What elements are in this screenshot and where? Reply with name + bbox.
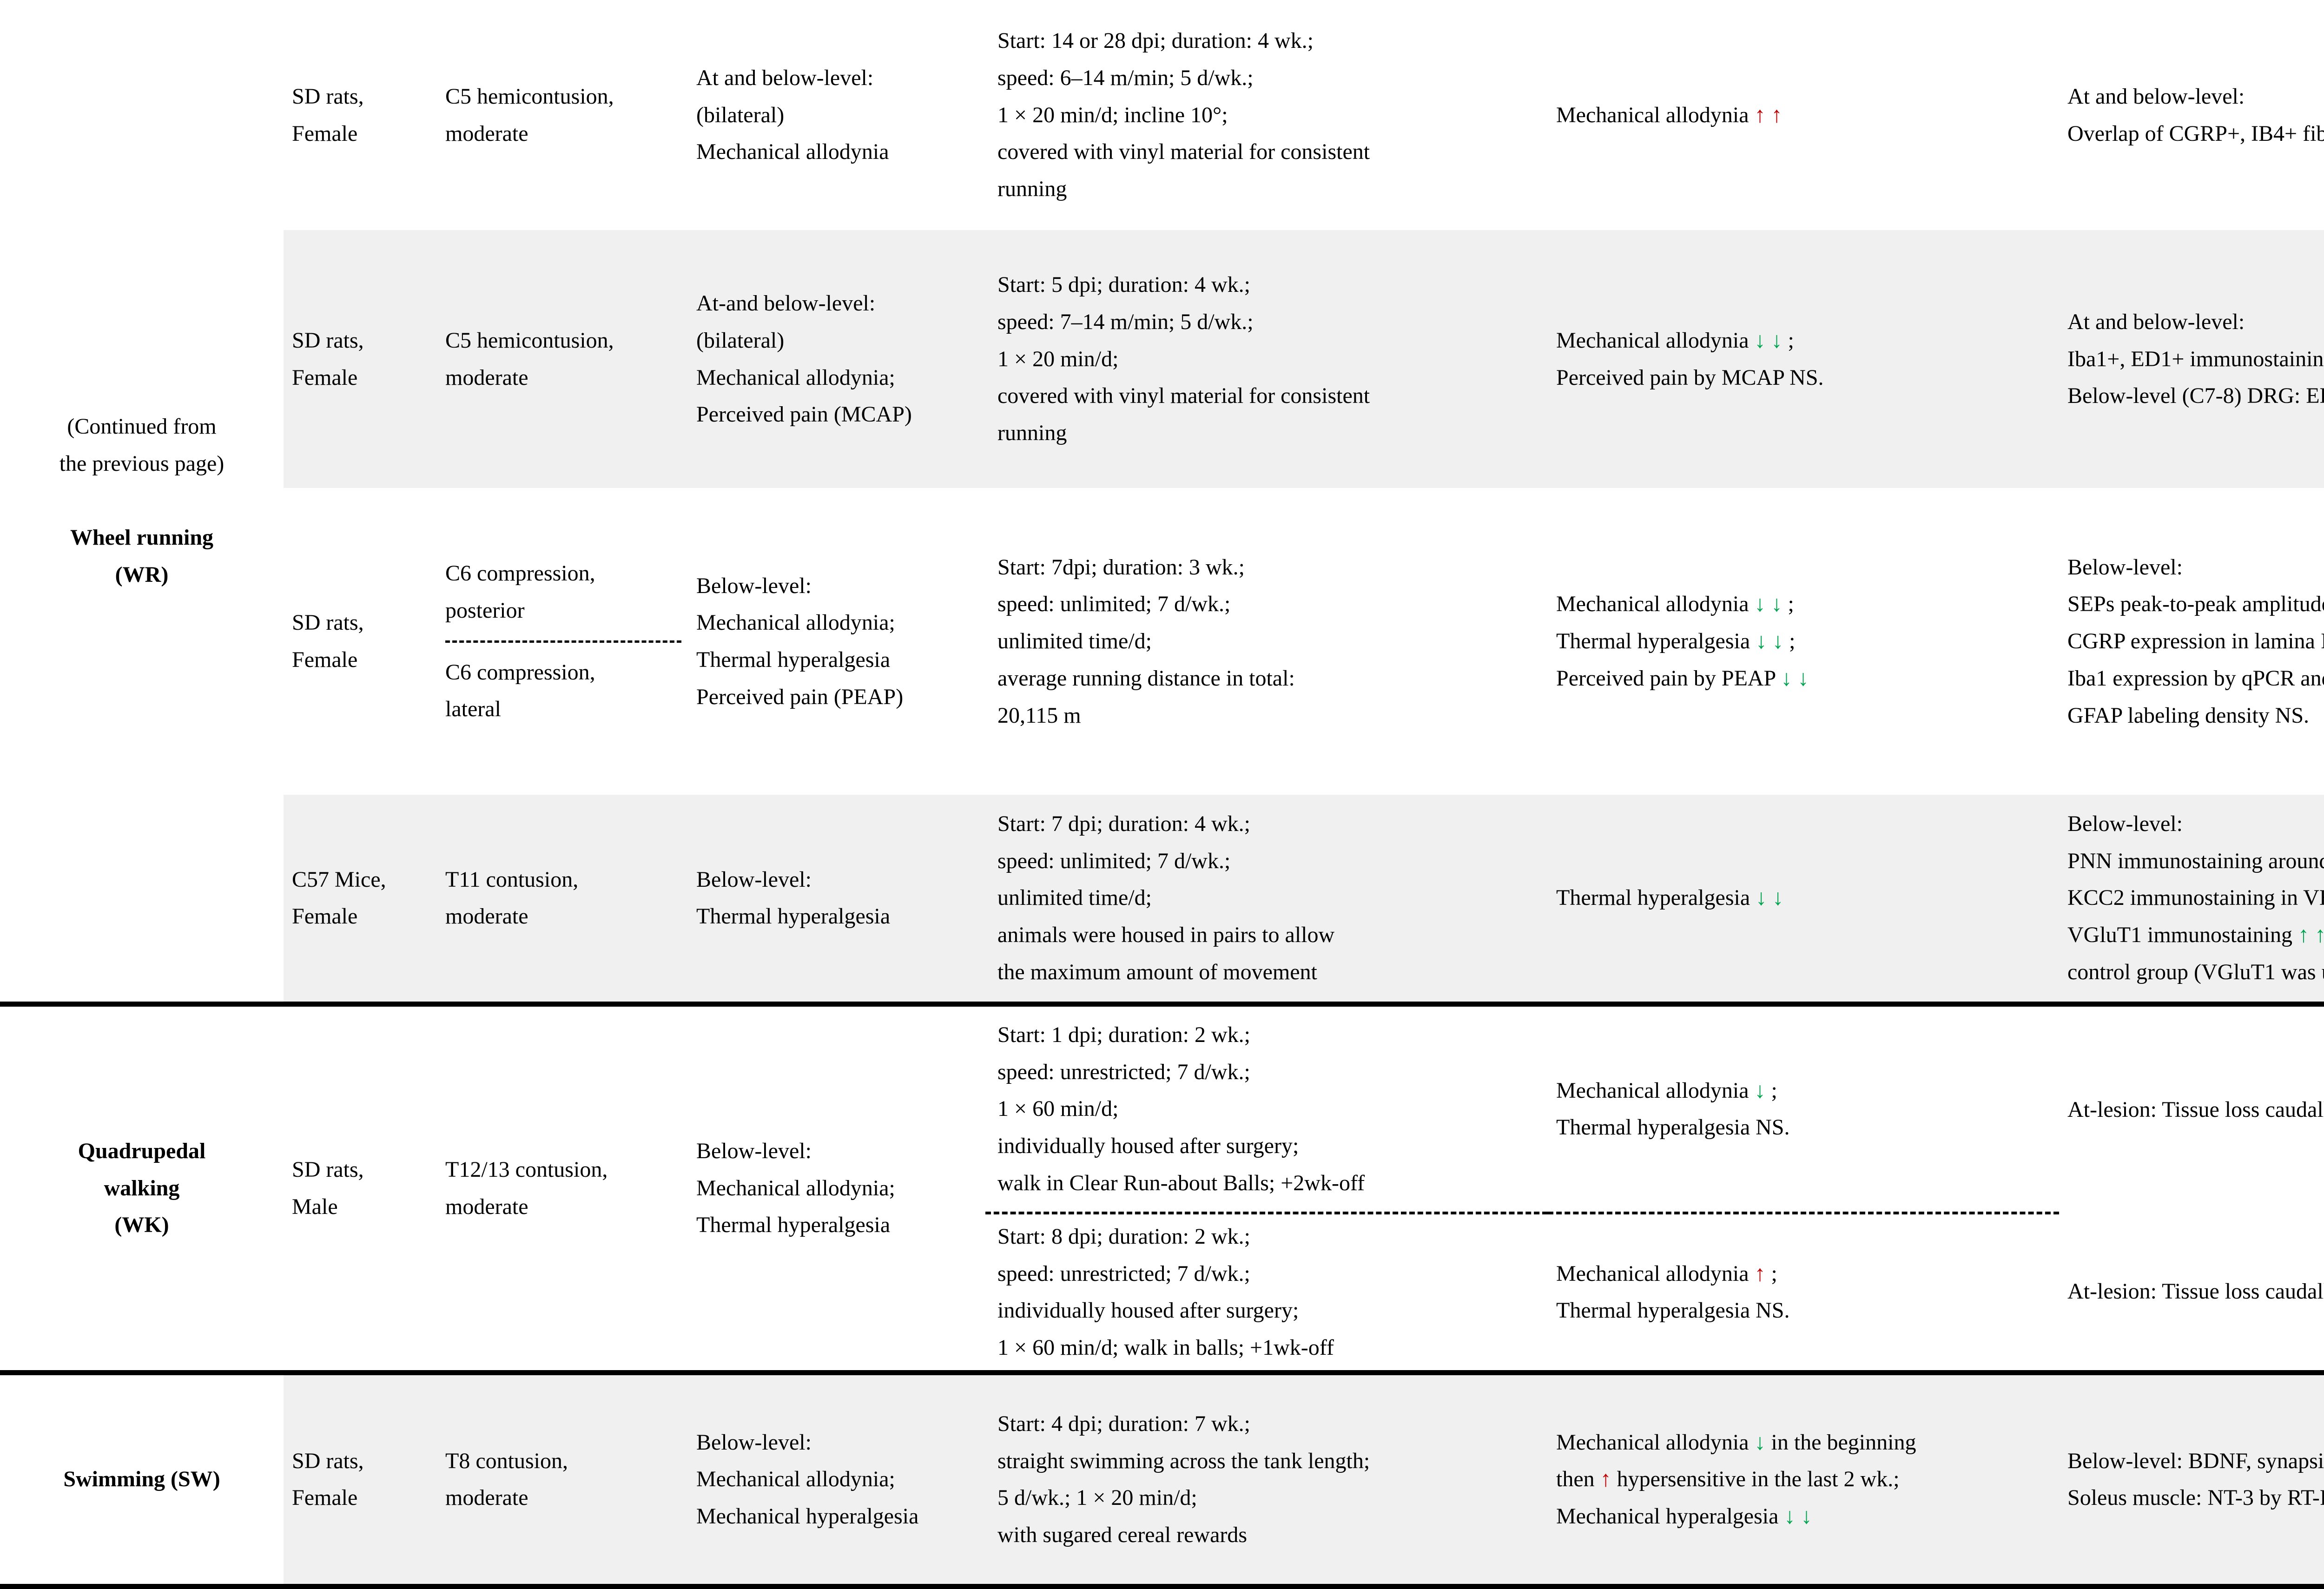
cell-pain-type: Below-level: Thermal hyperalgesia	[688, 795, 985, 1007]
arrow-down-icon: ↓	[1754, 328, 1766, 353]
arrow-up-icon: ↑	[2315, 923, 2324, 947]
arrow-down-icon: ↓	[1754, 1078, 1766, 1103]
cell-section-wheel-running: (Continued from the previous page) Wheel…	[0, 0, 284, 1007]
continued-from-note: (Continued from the previous page)	[59, 414, 224, 476]
cell-mechanism: At-lesion: Tissue loss caudally ↓ ↓	[2067, 1097, 2324, 1122]
cell-protocol: Start: 14 or 28 dpi; duration: 4 wk.; sp…	[997, 28, 1370, 201]
row-swimming: Swimming (SW) SD rats, Female T8 contusi…	[0, 1372, 2324, 1589]
section-title-wheel-running: Wheel running (WR)	[70, 525, 214, 587]
cell-animal: SD rats, Male	[284, 1004, 437, 1375]
cell-pain-type: Below-level: Mechanical allodynia; Therm…	[688, 1004, 985, 1375]
cell-outcome: Mechanical allodynia ↑ ; Thermal hyperal…	[1548, 1213, 2059, 1375]
cell-protocol: Start: 8 dpi; duration: 2 wk.; speed: un…	[985, 1213, 1548, 1375]
cell-injury-split: C6 compression, posterior C6 compression,…	[437, 488, 688, 795]
arrow-down-icon: ↓	[1754, 1430, 1766, 1455]
cell-animal: SD rats, Female	[284, 230, 437, 488]
cell-protocol: Start: 7dpi; duration: 3 wk.; speed: unl…	[997, 554, 1295, 728]
arrow-down-icon: ↓	[1756, 885, 1767, 910]
cell-animal: SD rats, Female	[292, 610, 364, 672]
cell-section-swimming: Swimming (SW)	[0, 1372, 284, 1589]
arrow-down-icon: ↓	[1754, 592, 1766, 617]
cell-mechanism: Below-level: SEPs peak-to-peak amplitude…	[2067, 554, 2324, 728]
section-title-quadrupedal: Quadrupedal walking (WK)	[78, 1139, 206, 1238]
arrow-up-icon: ↑	[2298, 923, 2309, 948]
row-quadrupedal-1: Quadrupedal walking (WK) SD rats, Male T…	[0, 1004, 2324, 1375]
cell-animal: C57 Mice, Female	[284, 795, 437, 1007]
cell-outcome: Mechanical allodynia ↓ in the beginning …	[1548, 1372, 2059, 1589]
arrow-down-icon: ↓	[1781, 666, 1792, 691]
arrow-down-icon: ↓	[1772, 629, 1784, 654]
row-wheel-running-1: (Continued from the previous page) Wheel…	[0, 0, 2324, 1007]
cell-outcome: Mechanical allodynia ↑ ↑	[1556, 102, 1783, 127]
injury-lower: C6 compression, lateral	[445, 659, 595, 722]
cell-pain-type: Below-level: Mechanical allodynia; Mecha…	[688, 1372, 985, 1589]
cell-injury: T8 contusion, moderate	[437, 1372, 688, 1589]
arrow-down-icon: ↓	[1772, 885, 1784, 910]
injury-upper: C6 compression, posterior	[445, 561, 595, 623]
arrow-down-icon: ↓	[1756, 629, 1767, 654]
cell-animal: SD rats, Female	[292, 84, 364, 146]
row-quadrupedal-2: Start: 8 dpi; duration: 2 wk.; speed: un…	[0, 1213, 2324, 1375]
cell-mechanism: At-lesion: Tissue loss caudally NS.	[2059, 1213, 2324, 1375]
cell-mechanism: At and below-level: Iba1+, ED1+ immunost…	[2059, 230, 2324, 488]
cell-injury: T11 contusion, moderate	[437, 795, 688, 1007]
arrow-up-icon: ↑	[1754, 102, 1766, 127]
cell-protocol: Start: 5 dpi; duration: 4 wk.; speed: 7–…	[985, 230, 1548, 488]
cell-outcome: Mechanical allodynia ↓ ↓ ; Thermal hyper…	[1556, 592, 1809, 691]
arrow-up-icon: ↑	[1600, 1467, 1611, 1492]
cell-outcome: Mechanical allodynia ↓ ↓ ; Perceived pai…	[1548, 230, 2059, 488]
cell-pain-type: At and below-level: (bilateral) Mechanic…	[696, 65, 889, 165]
cell-pain-type: Below-level: Mechanical allodynia; Therm…	[696, 573, 904, 709]
cell-injury: C5 hemicontusion, moderate	[445, 84, 614, 146]
arrow-up-icon: ↑	[1754, 1261, 1766, 1286]
arrow-down-icon: ↓	[1771, 592, 1783, 617]
cell-mechanism: Below-level: BDNF, synapsin I by RT-PCR …	[2059, 1372, 2324, 1589]
row-wheel-running-3: SD rats, Female C6 compression, posterio…	[0, 488, 2324, 795]
injury-dashed-divider	[445, 640, 681, 643]
cell-mechanism: Below-level: PNN immunostaining around M…	[2059, 795, 2324, 1007]
arrow-down-icon: ↓	[1797, 666, 1809, 691]
cell-animal: SD rats, Female	[284, 1372, 437, 1589]
cell-protocol: Start: 7 dpi; duration: 4 wk.; speed: un…	[985, 795, 1548, 1007]
cell-protocol: Start: 1 dpi; duration: 2 wk.; speed: un…	[985, 1004, 1548, 1214]
cell-outcome: Thermal hyperalgesia ↓ ↓	[1548, 795, 2059, 1007]
section-title-swimming: Swimming (SW)	[63, 1467, 220, 1492]
cell-injury: T12/13 contusion, moderate	[437, 1004, 688, 1375]
arrow-up-icon: ↑	[1771, 102, 1783, 127]
cell-pain-type: At-and below-level: (bilateral) Mechanic…	[688, 230, 985, 488]
cell-protocol: Start: 4 dpi; duration: 7 wk.; straight …	[985, 1372, 1548, 1589]
arrow-down-icon: ↓	[1771, 328, 1783, 353]
cell-section-quadrupedal: Quadrupedal walking (WK)	[0, 1004, 284, 1375]
arrow-down-icon: ↓	[1784, 1504, 1796, 1529]
cell-outcome: Mechanical allodynia ↓ ; Thermal hyperal…	[1548, 1004, 2059, 1214]
arrow-down-icon: ↓	[1801, 1504, 1812, 1529]
row-wheel-running-2: SD rats, Female C5 hemicontusion, modera…	[0, 230, 2324, 488]
cell-injury: C5 hemicontusion, moderate	[437, 230, 688, 488]
cell-mechanism: At and below-level: Overlap of CGRP+, IB…	[2067, 84, 2324, 146]
row-wheel-running-4: C57 Mice, Female T11 contusion, moderate…	[0, 795, 2324, 1007]
